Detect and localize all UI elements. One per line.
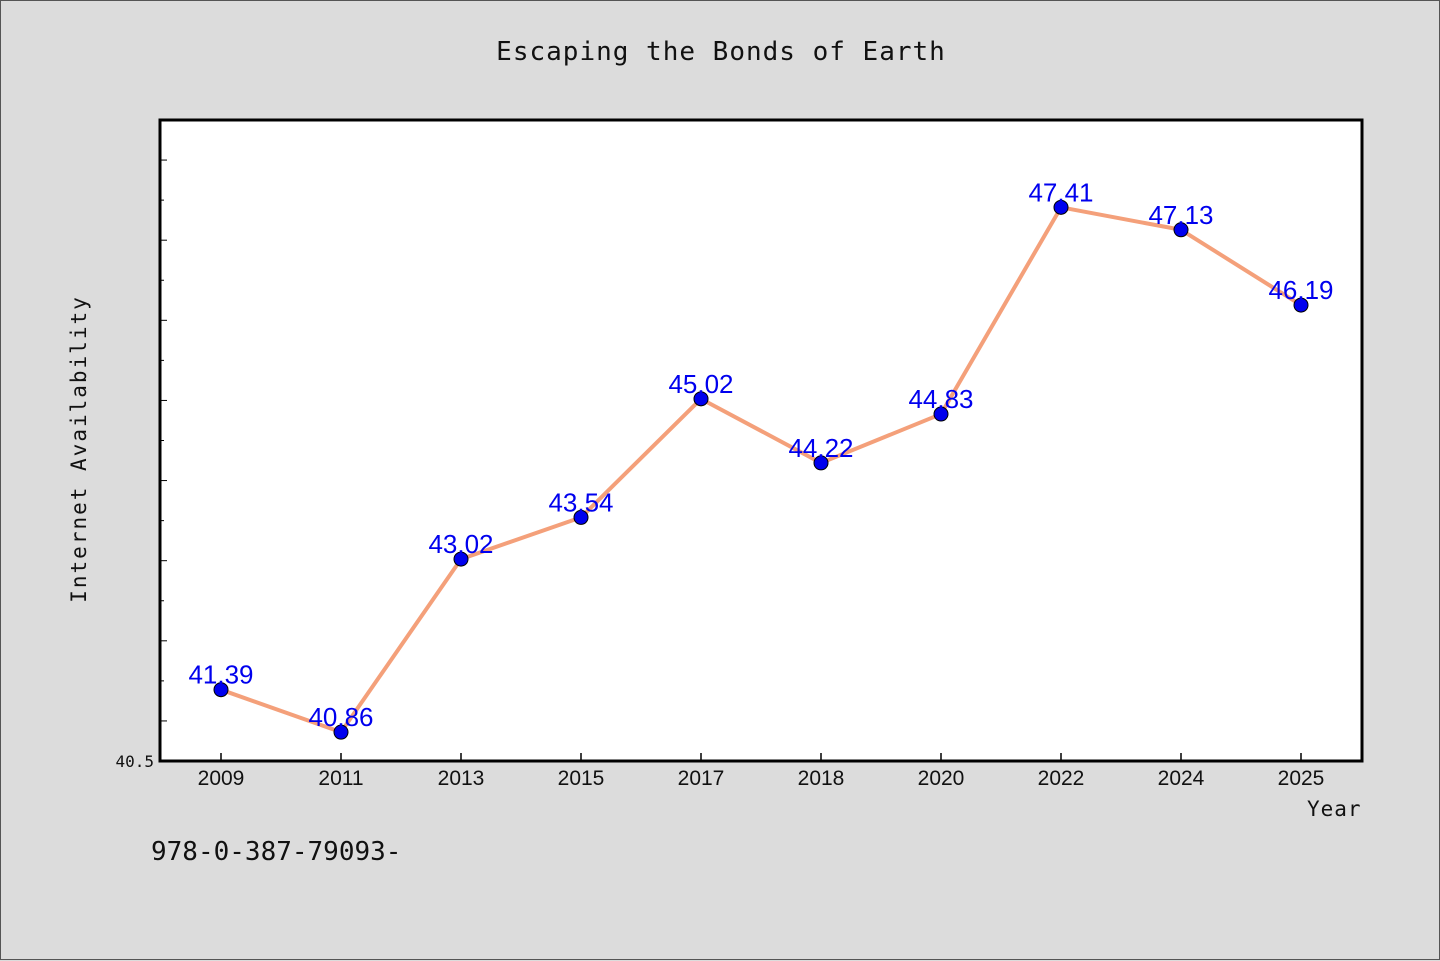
- data-point: [693, 391, 709, 407]
- data-label: 47.13: [1148, 200, 1213, 230]
- data-label: 45.02: [668, 369, 733, 399]
- data-point: [813, 455, 829, 471]
- y-minor-ticks: [160, 159, 167, 722]
- x-tick-label: 2015: [558, 767, 605, 790]
- x-tick-label: 2018: [798, 767, 845, 790]
- data-point: [1053, 199, 1069, 215]
- x-tick-label: 2017: [678, 767, 725, 790]
- y-axis-label: Internet Availability: [67, 295, 91, 603]
- data-point: [333, 724, 349, 740]
- x-tick-label: 2009: [198, 767, 245, 790]
- series-markers: [213, 199, 1309, 740]
- data-labels: 41.39 40.86 43.02 43.54 45.02 44.22 44.83 47.41…: [188, 177, 1333, 732]
- data-label: 40.86: [308, 702, 373, 732]
- data-label: 46.19: [1268, 275, 1333, 305]
- data-point: [573, 509, 589, 525]
- data-label: 41.39: [188, 660, 253, 690]
- data-point: [1293, 297, 1309, 313]
- x-tick-label: 2022: [1038, 767, 1085, 790]
- chart-title: Escaping the Bonds of Earth: [496, 37, 946, 67]
- data-label: 47.41: [1028, 177, 1093, 207]
- data-label: 44.83: [908, 384, 973, 414]
- data-point: [213, 682, 229, 698]
- footnote: 978-0-387-79093-: [151, 837, 402, 867]
- data-point: [1173, 222, 1189, 238]
- y-axis-tick-labels: 40.5: [115, 752, 154, 771]
- x-tick-label: 2025: [1278, 767, 1325, 790]
- data-label: 43.54: [548, 487, 613, 517]
- series-polyline: [220, 205, 1303, 735]
- data-point: [453, 551, 469, 567]
- data-label: 43.02: [428, 529, 493, 559]
- x-tick-label: 2020: [918, 767, 965, 790]
- series-line: [220, 205, 1303, 735]
- y-tick-label: 40.5: [115, 752, 154, 771]
- x-axis-tick-labels: 2009 2011 2013 2015 2017 2018 2020 2022 2024 2025: [198, 753, 1325, 790]
- x-axis-label: Year: [1307, 797, 1362, 821]
- x-tick-label: 2024: [1158, 767, 1205, 790]
- data-point: [933, 406, 949, 422]
- data-label: 44.22: [788, 433, 853, 463]
- x-tick-label: 2013: [438, 767, 485, 790]
- x-tick-label: 2011: [318, 767, 363, 790]
